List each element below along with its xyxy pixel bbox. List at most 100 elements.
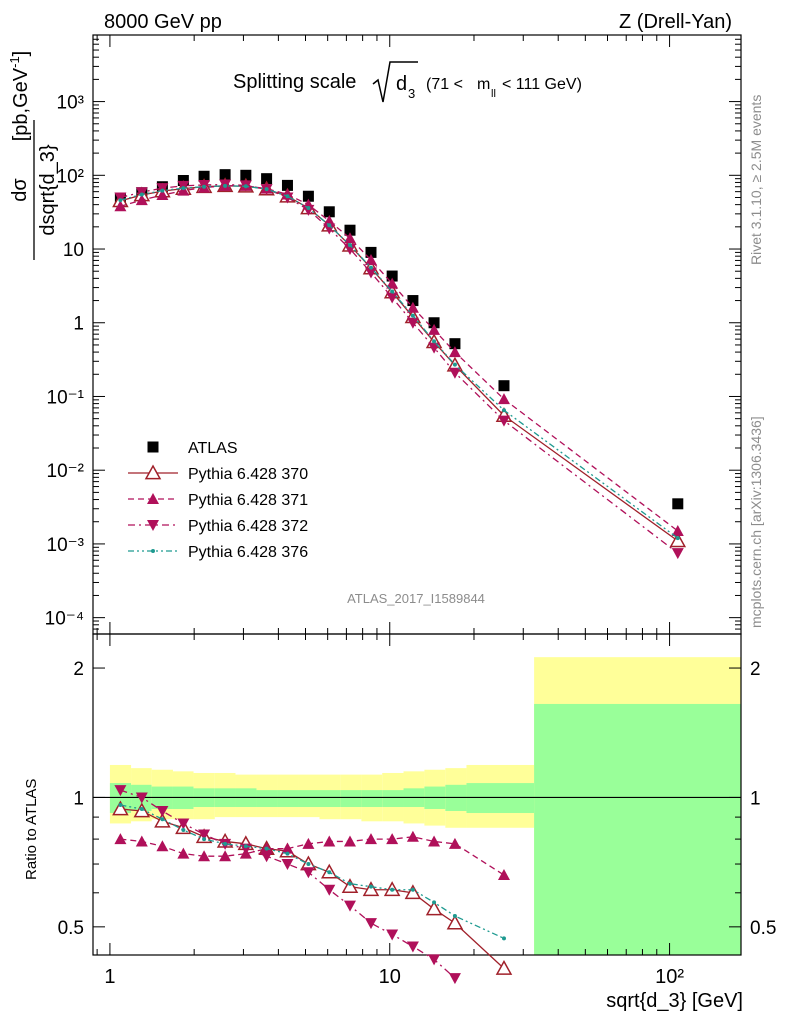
main-point <box>327 223 332 228</box>
ratio-y-tick-label: 1 <box>73 788 84 809</box>
ratio-point <box>177 818 190 830</box>
main-point <box>243 184 248 189</box>
ratio-point <box>495 959 513 975</box>
ratio-point <box>202 837 207 842</box>
main-point <box>306 206 311 211</box>
main-point <box>223 183 228 188</box>
ratio-series-1 <box>114 830 510 881</box>
y-tick-label: 1 <box>73 314 84 335</box>
ratio-point <box>452 913 457 918</box>
ratio-point <box>219 850 232 862</box>
ratio-point <box>448 973 461 985</box>
main-point <box>368 265 373 270</box>
plot-title: Splitting scale d 3 (71 < m ll < 111 GeV… <box>233 61 582 103</box>
ratio-point <box>281 842 294 854</box>
y-tick-label: 10 <box>63 240 84 261</box>
main-series-line <box>120 185 679 542</box>
ratio-point <box>118 803 123 808</box>
legend-label: Pythia 6.428 370 <box>188 466 308 483</box>
ratio-point <box>343 835 356 847</box>
legend-marker <box>151 549 155 553</box>
ratio-y-tick-label-right: 1 <box>750 788 761 809</box>
band-inner <box>382 790 404 808</box>
main-point <box>675 536 680 541</box>
ratio-frame <box>92 633 742 956</box>
ratio-point <box>428 835 441 847</box>
main-point <box>386 277 399 289</box>
ratio-point <box>302 837 315 849</box>
ratio-point <box>112 800 129 816</box>
x-tick-label: 10 <box>379 966 401 988</box>
band-inner <box>277 790 299 808</box>
svg-text:dsqrt{d_3}: dsqrt{d_3} <box>37 144 59 236</box>
ratio-point <box>139 806 144 811</box>
y-tick-label: 10⁻² <box>47 461 85 482</box>
main-point <box>114 192 127 204</box>
ratio-point <box>368 884 373 889</box>
ratio-point <box>302 867 315 879</box>
ratio-point <box>114 785 127 797</box>
main-series-line <box>120 185 679 539</box>
ratio-point <box>156 840 169 852</box>
ratio-point <box>156 805 169 817</box>
main-point <box>410 313 415 318</box>
ratio-point <box>410 887 415 892</box>
axes: 1 10 10² 10⁻⁴ 10⁻³ 10⁻² 10⁻¹ 1 10 10² 10³ 0.5 0.5 1 1 2… <box>45 34 776 988</box>
y-tick-label: 10⁻¹ <box>47 387 85 408</box>
main-point <box>135 194 148 206</box>
ratio-point <box>285 851 290 856</box>
band-inner <box>256 790 278 808</box>
ratio-point <box>327 870 332 875</box>
y-tick-label: 10³ <box>57 93 84 114</box>
main-point <box>386 292 399 304</box>
main-point <box>669 532 687 548</box>
ratio-point <box>425 900 443 916</box>
main-point <box>156 189 169 201</box>
main-point <box>428 317 440 329</box>
legend-label: Pythia 6.428 371 <box>188 492 308 509</box>
ratio-point <box>281 859 294 871</box>
header-left: 8000 GeV pp <box>104 11 222 33</box>
main-point <box>261 173 273 185</box>
legend-marker <box>147 441 159 453</box>
main-point <box>343 244 356 256</box>
main-point <box>501 408 506 413</box>
ratio-point <box>181 827 186 832</box>
main-point <box>344 224 356 236</box>
ratio-point <box>198 829 211 841</box>
ratio-point <box>177 847 190 859</box>
legend-item: Pythia 6.428 371 <box>128 492 308 509</box>
main-point <box>428 323 441 335</box>
main-point <box>202 184 207 189</box>
ratio-point <box>260 851 273 863</box>
main-point <box>139 192 144 197</box>
main-series-0 <box>114 169 684 510</box>
x-tick-label: 1 <box>104 966 115 988</box>
ratio-point <box>386 929 399 941</box>
rivet-label: Rivet 3.1.10, ≥ 2.5M events <box>748 95 764 265</box>
main-point <box>323 214 336 226</box>
ratio-ylabel: Ratio to ATLAS <box>23 779 40 880</box>
ratio-point <box>406 830 419 842</box>
ratio-point <box>264 846 269 851</box>
ratio-point <box>364 918 377 930</box>
band-inner <box>361 790 383 808</box>
main-point <box>671 548 684 560</box>
main-point <box>452 362 457 367</box>
x-tick-label: 10² <box>655 966 684 988</box>
main-point <box>364 267 377 279</box>
main-point <box>406 301 419 313</box>
main-point <box>448 346 461 358</box>
ratio-point <box>364 833 377 845</box>
main-point <box>198 170 210 182</box>
main-point <box>365 246 377 258</box>
main-point <box>264 187 269 192</box>
y-tick-label: 10⁻⁴ <box>45 609 84 630</box>
svg-text:[pb,GeV-1]: [pb,GeV-1] <box>7 51 32 142</box>
analysis-watermark: ATLAS_2017_I1589844 <box>347 591 485 606</box>
xlabel: sqrt{d_3} [GeV] <box>606 990 743 1012</box>
main-point <box>343 232 356 244</box>
main-series-4 <box>118 183 680 541</box>
main-point <box>386 270 398 282</box>
ratio-point <box>390 887 395 892</box>
